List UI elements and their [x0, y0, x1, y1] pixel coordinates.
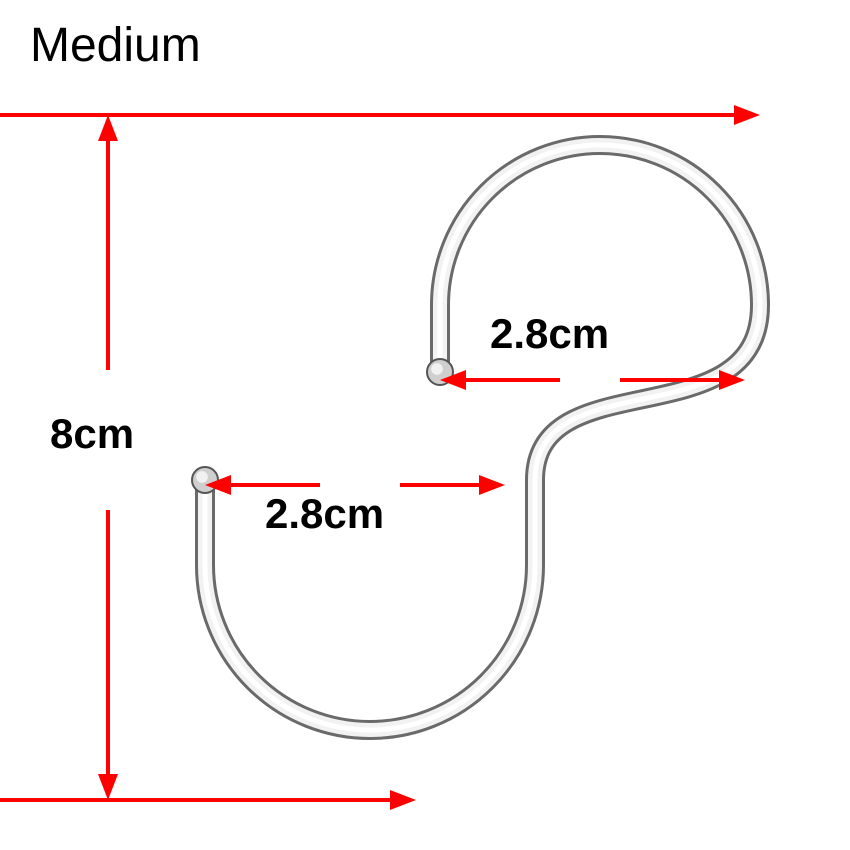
diagram-canvas: Medium 8cm 2.8cm 2.8cm [0, 0, 850, 850]
upper-opening-label: 2.8cm [490, 310, 609, 358]
height-label: 8cm [50, 410, 134, 458]
size-title: Medium [30, 18, 201, 73]
lower-opening-label: 2.8cm [265, 490, 384, 538]
